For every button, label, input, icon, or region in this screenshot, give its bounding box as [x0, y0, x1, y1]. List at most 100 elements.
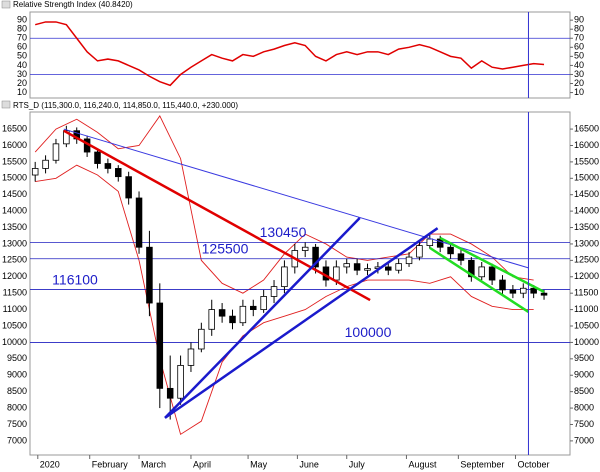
- x-tick-label: 2020: [40, 459, 60, 469]
- y-tick-label: 12500: [2, 255, 27, 265]
- y-tick-label: 40: [17, 60, 27, 70]
- y-tick-label-right: 16500: [574, 123, 599, 133]
- trendline: [164, 227, 439, 419]
- y-tick-label: 30: [17, 69, 27, 79]
- level-label: 116100: [52, 271, 98, 287]
- y-tick-label: 90: [17, 15, 27, 25]
- y-tick-label-right: 15000: [574, 173, 599, 183]
- candle-body: [260, 296, 267, 310]
- level-label: 125500: [202, 240, 249, 256]
- x-tick-label: May: [250, 459, 268, 469]
- y-tick-label: 11500: [3, 288, 27, 298]
- candle-body: [52, 143, 60, 161]
- candle-body: [540, 292, 548, 296]
- candle-body: [312, 246, 319, 268]
- rsi-icon: [1, 0, 11, 9]
- y-tick-label-right: 11500: [574, 288, 598, 298]
- x-tick-label: March: [141, 459, 166, 469]
- candle-body: [353, 263, 361, 271]
- candle-body: [281, 266, 288, 288]
- candle-body: [250, 305, 257, 310]
- y-tick-label: 16000: [2, 140, 27, 150]
- y-tick-label: 14500: [2, 189, 27, 199]
- y-tick-label-right: 8000: [574, 402, 594, 412]
- y-tick-label: 10: [17, 87, 27, 97]
- x-tick-label: September: [460, 459, 504, 469]
- y-tick-label: 12000: [2, 271, 27, 281]
- candle-body: [364, 268, 371, 271]
- y-tick-label-right: 7500: [574, 419, 594, 429]
- y-tick-label-right: 90: [574, 15, 584, 25]
- y-tick-label: 8500: [7, 386, 27, 396]
- y-tick-label-right: 9000: [574, 370, 594, 380]
- candle-body: [187, 348, 195, 366]
- y-tick-label: 9000: [7, 370, 27, 380]
- y-tick-label: 15500: [2, 156, 27, 166]
- y-tick-label-right: 13500: [574, 222, 599, 232]
- y-tick-label: 20: [17, 78, 27, 88]
- candle-body: [343, 263, 350, 268]
- y-tick-label-right: 14500: [574, 189, 599, 199]
- plot-area: [30, 115, 570, 436]
- y-tick-label-right: 30: [574, 69, 584, 79]
- y-tick-label-right: 7000: [574, 435, 594, 445]
- candle-body: [301, 246, 309, 251]
- price-frame: [29, 111, 571, 456]
- candle-body: [478, 266, 485, 278]
- candle-body: [530, 287, 537, 294]
- y-tick-label-right: 16000: [574, 140, 599, 150]
- plot-area: [30, 21, 570, 87]
- y-tick-label: 14000: [2, 206, 27, 216]
- candle-body: [125, 176, 132, 199]
- y-tick-label: 7500: [7, 419, 27, 429]
- candle-body: [468, 259, 475, 278]
- price-title: RTS_D (115,300.0, 116,240.0, 114,850.0, …: [13, 101, 238, 110]
- candle-body: [198, 328, 205, 350]
- candle-body: [177, 364, 184, 399]
- trendline: [63, 129, 371, 302]
- rsi-title: Relative Strength Index (40.8420): [13, 0, 133, 9]
- candle-body: [385, 266, 392, 271]
- y-tick-label-right: 15500: [574, 156, 599, 166]
- candle-body: [239, 305, 247, 324]
- candle-body: [416, 245, 423, 258]
- candle-body: [42, 159, 49, 169]
- level-label: 130450: [260, 224, 307, 240]
- y-tick-label-right: 10500: [574, 320, 599, 330]
- y-tick-label-right: 60: [574, 42, 584, 52]
- candle-body: [270, 286, 278, 297]
- y-tick-label: 7000: [7, 435, 27, 445]
- y-tick-label-right: 11000: [574, 304, 598, 314]
- candle-body: [499, 279, 506, 291]
- y-tick-label: 8000: [7, 402, 27, 412]
- y-tick-label: 60: [17, 42, 27, 52]
- y-tick-label-right: 8500: [574, 386, 594, 396]
- y-tick-label: 11000: [3, 304, 27, 314]
- candle-body: [457, 253, 465, 261]
- y-tick-label: 10000: [2, 337, 27, 347]
- rsi-frame: [29, 11, 571, 99]
- x-tick-label: July: [349, 459, 366, 469]
- candle-body: [509, 289, 517, 294]
- candle-body: [156, 302, 164, 389]
- x-tick-label: October: [517, 459, 549, 469]
- candle-body: [31, 168, 39, 176]
- x-tick-label: February: [92, 459, 129, 469]
- candle-body: [115, 168, 122, 178]
- y-tick-label-right: 13000: [574, 238, 599, 248]
- y-tick-label: 13000: [2, 238, 27, 248]
- y-tick-label-right: 10000: [574, 337, 599, 347]
- candle-body: [395, 263, 402, 271]
- x-tick-label: April: [193, 459, 211, 469]
- y-tick-label-right: 14000: [574, 206, 599, 216]
- y-tick-label: 16500: [2, 123, 27, 133]
- y-tick-label: 13500: [2, 222, 27, 232]
- y-tick-label-right: 80: [574, 24, 584, 34]
- y-tick-label-right: 40: [574, 60, 584, 70]
- y-tick-label: 50: [17, 51, 27, 61]
- y-tick-label: 10500: [2, 320, 27, 330]
- rsi-line: [35, 21, 545, 87]
- y-tick-label: 80: [17, 24, 27, 34]
